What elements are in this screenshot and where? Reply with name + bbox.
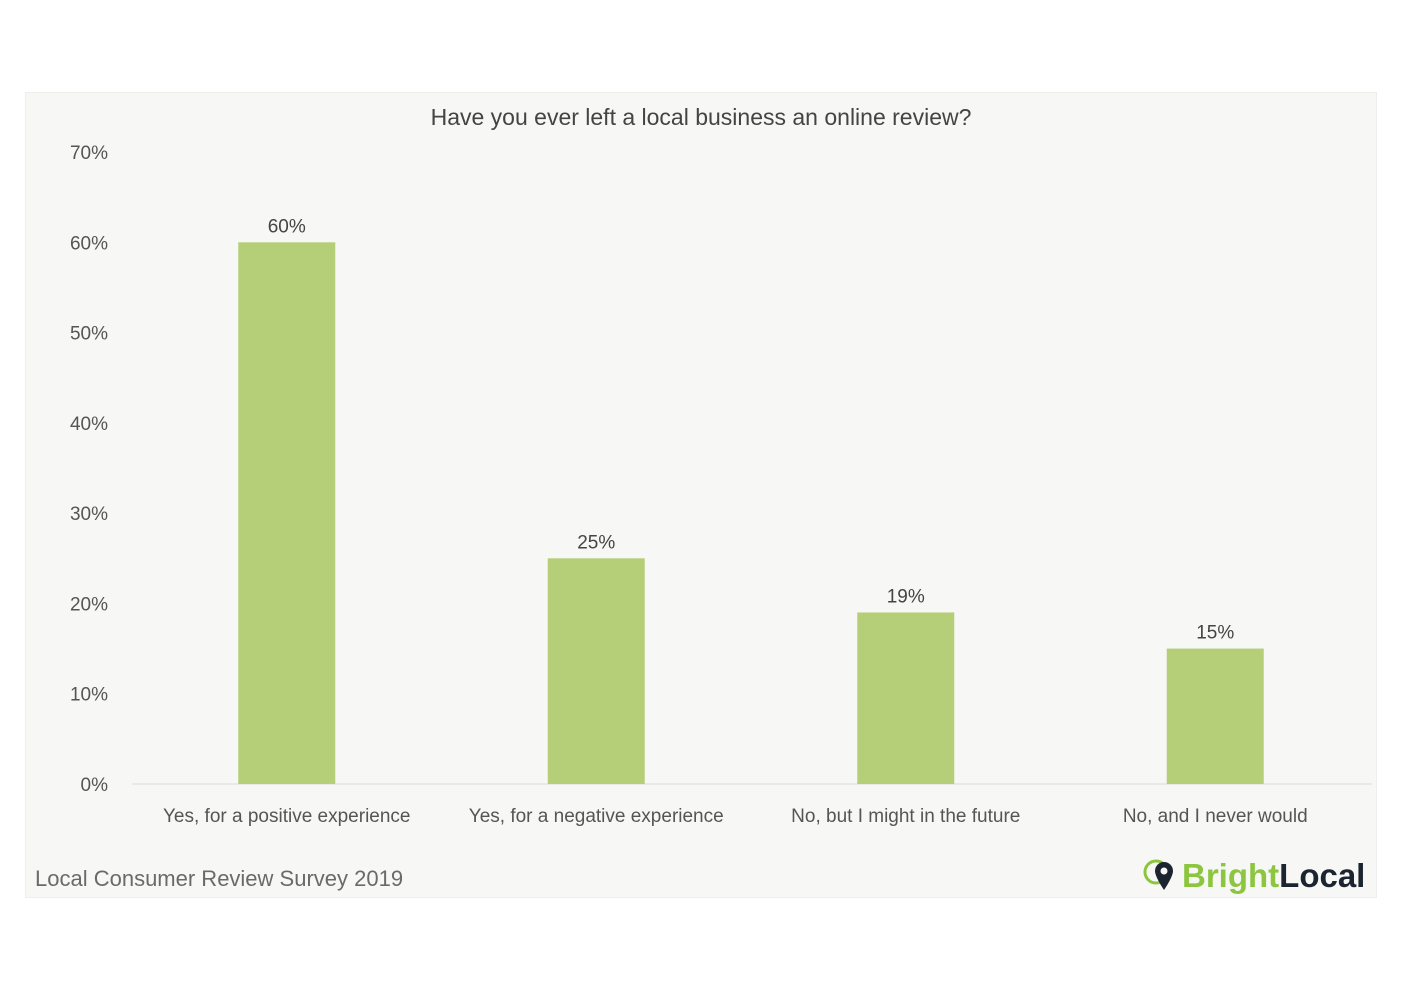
bars — [238, 242, 1264, 785]
data-labels: 60% 25% 19% 15% — [268, 216, 1235, 643]
y-tick-label: 50% — [70, 324, 108, 345]
data-label: 25% — [577, 532, 615, 553]
data-label: 15% — [1196, 623, 1234, 644]
brand-name-local: Local — [1279, 857, 1366, 894]
survey-source-label: Local Consumer Review Survey 2019 — [35, 866, 404, 891]
chart-title: Have you ever left a local business an o… — [431, 104, 972, 130]
bar — [238, 242, 336, 785]
y-tick-label: 10% — [70, 685, 108, 706]
y-tick-label: 60% — [70, 233, 108, 254]
x-tick-label: No, but I might in the future — [791, 806, 1020, 827]
brand-name-bright: Bright — [1182, 857, 1280, 894]
x-axis: Yes, for a positive experience Yes, for a… — [163, 806, 1308, 827]
y-tick-label: 30% — [70, 504, 108, 525]
bar — [857, 612, 955, 784]
y-tick-label: 40% — [70, 414, 108, 435]
x-tick-label: No, and I never would — [1123, 806, 1308, 827]
y-axis: 0% 10% 20% 30% 40% 50% 60% 70% — [70, 143, 108, 796]
y-tick-label: 20% — [70, 594, 108, 615]
x-tick-label: Yes, for a positive experience — [163, 806, 411, 827]
brightlocal-logo: Bright Local — [1142, 856, 1365, 896]
data-label: 60% — [268, 216, 306, 237]
bar — [1166, 648, 1264, 784]
data-label: 19% — [887, 586, 925, 607]
y-tick-label: 0% — [81, 775, 109, 796]
map-pin-icon — [1143, 859, 1173, 890]
bar — [547, 558, 645, 784]
x-tick-label: Yes, for a negative experience — [469, 806, 724, 827]
y-tick-label: 70% — [70, 143, 108, 164]
